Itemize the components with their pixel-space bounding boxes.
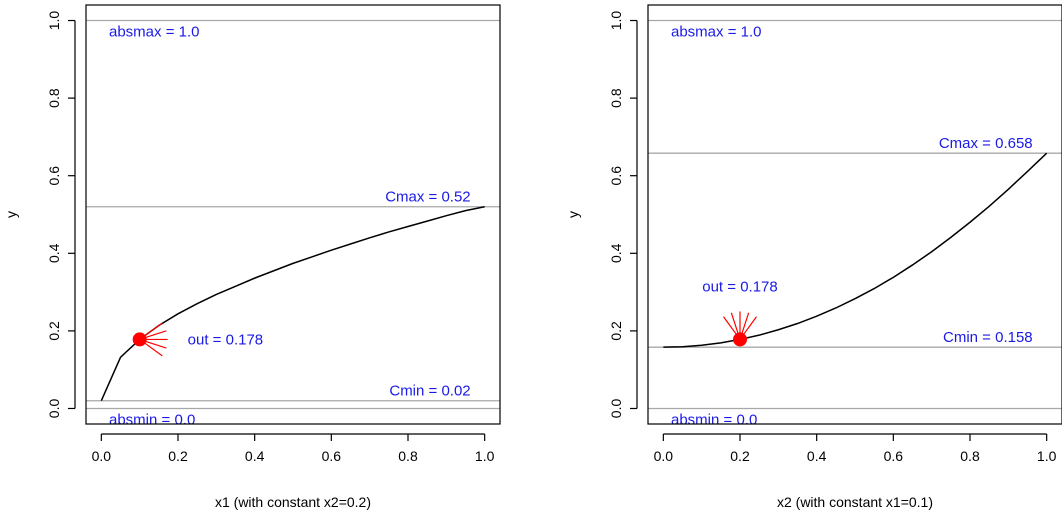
x-tick-label: 0.0 (654, 448, 674, 464)
x-tick-label: 0.0 (92, 448, 112, 464)
chart-panel-1: absmax = 1.0 Cmax = 0.52 Cmin = 0.02 absmin… (3, 4, 501, 510)
reference-line-label: Cmax = 0.52 (385, 189, 470, 206)
y-tick-label: 0.0 (46, 399, 62, 419)
data-point (132, 332, 147, 347)
x-tick-label: 0.8 (398, 448, 418, 464)
x-tick-label: 0.8 (960, 448, 980, 464)
x-tick-label: 0.6 (322, 448, 342, 464)
point-ray (144, 342, 163, 357)
y-tick-label: 0.8 (608, 88, 624, 108)
x-tick-label: 0.4 (807, 448, 827, 464)
point-label: out = 0.178 (188, 331, 263, 348)
point-ray (741, 312, 750, 334)
point-ray (730, 312, 739, 334)
y-tick-label: 1.0 (46, 11, 62, 31)
reference-line-label: absmin = 0.0 (109, 411, 195, 428)
y-tick-label: 0.4 (608, 243, 624, 263)
point-ray (144, 322, 163, 337)
data-point (733, 332, 747, 347)
x-tick-label: 0.4 (245, 448, 265, 464)
reference-line-label: Cmin = 0.158 (943, 329, 1033, 346)
y-tick-label: 0.0 (608, 399, 624, 419)
series-line (100, 206, 485, 402)
x-tick-label: 1.0 (475, 448, 495, 464)
x-axis-label: x2 (with constant x1=0.1) (777, 494, 933, 510)
x-tick-label: 0.2 (168, 448, 188, 464)
point-label: out = 0.178 (702, 278, 777, 295)
chart-panel-2: absmax = 1.0 Cmax = 0.658 Cmin = 0.158 absm… (565, 4, 1062, 510)
x-axis-label: x1 (with constant x2=0.2) (215, 494, 371, 510)
y-tick-label: 0.6 (46, 166, 62, 186)
y-axis-label: y (3, 211, 19, 218)
x-tick-label: 0.2 (730, 448, 750, 464)
point-ray (145, 330, 167, 339)
plot-frame (85, 4, 501, 425)
y-axis-label: y (565, 211, 581, 218)
x-tick-label: 1.0 (1037, 448, 1057, 464)
y-tick-label: 1.0 (608, 11, 624, 31)
y-tick-label: 0.2 (608, 321, 624, 341)
reference-line-label: Cmax = 0.658 (939, 135, 1033, 152)
point-ray (743, 316, 757, 335)
plot-frame (647, 4, 1062, 425)
y-tick-label: 0.4 (46, 243, 62, 263)
y-tick-label: 0.8 (46, 88, 62, 108)
reference-line-label: absmin = 0.0 (671, 411, 757, 428)
x-tick-label: 0.6 (884, 448, 904, 464)
reference-line-label: absmax = 1.0 (109, 24, 199, 41)
point-ray (145, 340, 167, 349)
y-tick-label: 0.6 (608, 166, 624, 186)
reference-line-label: Cmin = 0.02 (389, 383, 470, 400)
series-line (663, 152, 1048, 348)
reference-line-label: absmax = 1.0 (671, 24, 761, 41)
y-tick-label: 0.2 (46, 321, 62, 341)
point-ray (723, 316, 737, 335)
